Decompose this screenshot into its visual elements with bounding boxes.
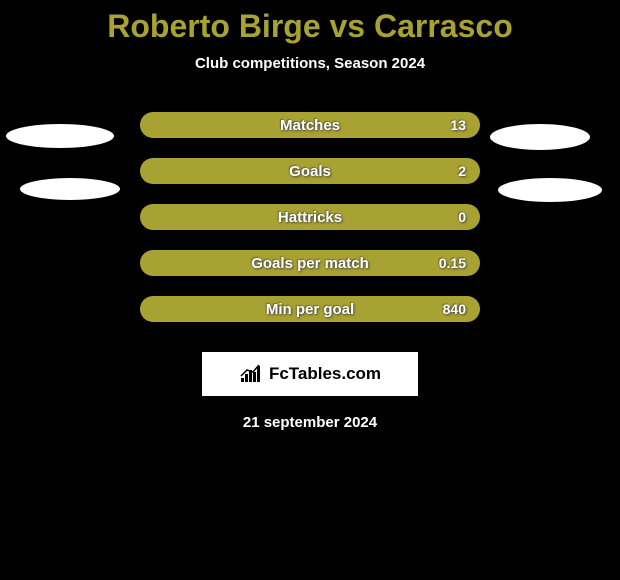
logo-box: FcTables.com xyxy=(202,352,418,396)
stat-row: Matches 13 xyxy=(0,102,620,148)
stat-bar: Goals 2 xyxy=(140,158,480,184)
stat-bar: Min per goal 840 xyxy=(140,296,480,322)
stat-value: 2 xyxy=(458,163,466,179)
comparison-title: Roberto Birge vs Carrasco xyxy=(0,0,620,45)
stat-bar: Matches 13 xyxy=(140,112,480,138)
stat-label: Min per goal xyxy=(266,301,354,318)
stat-row: Min per goal 840 xyxy=(0,286,620,332)
stat-bar: Goals per match 0.15 xyxy=(140,250,480,276)
comparison-subtitle: Club competitions, Season 2024 xyxy=(0,55,620,72)
chart-icon xyxy=(239,364,263,384)
stat-row: Hattricks 0 xyxy=(0,194,620,240)
stat-bar: Hattricks 0 xyxy=(140,204,480,230)
stat-label: Goals per match xyxy=(251,255,369,272)
stat-value: 0 xyxy=(458,209,466,225)
stat-label: Hattricks xyxy=(278,209,342,226)
stat-row: Goals 2 xyxy=(0,148,620,194)
stat-row: Goals per match 0.15 xyxy=(0,240,620,286)
date-text: 21 september 2024 xyxy=(0,414,620,431)
stats-container: Matches 13 Goals 2 Hattricks 0 Goals per… xyxy=(0,102,620,332)
stat-value: 13 xyxy=(450,117,466,133)
stat-value: 840 xyxy=(443,301,466,317)
stat-value: 0.15 xyxy=(439,255,466,271)
logo-text: FcTables.com xyxy=(269,364,381,384)
stat-label: Matches xyxy=(280,117,340,134)
stat-label: Goals xyxy=(289,163,331,180)
